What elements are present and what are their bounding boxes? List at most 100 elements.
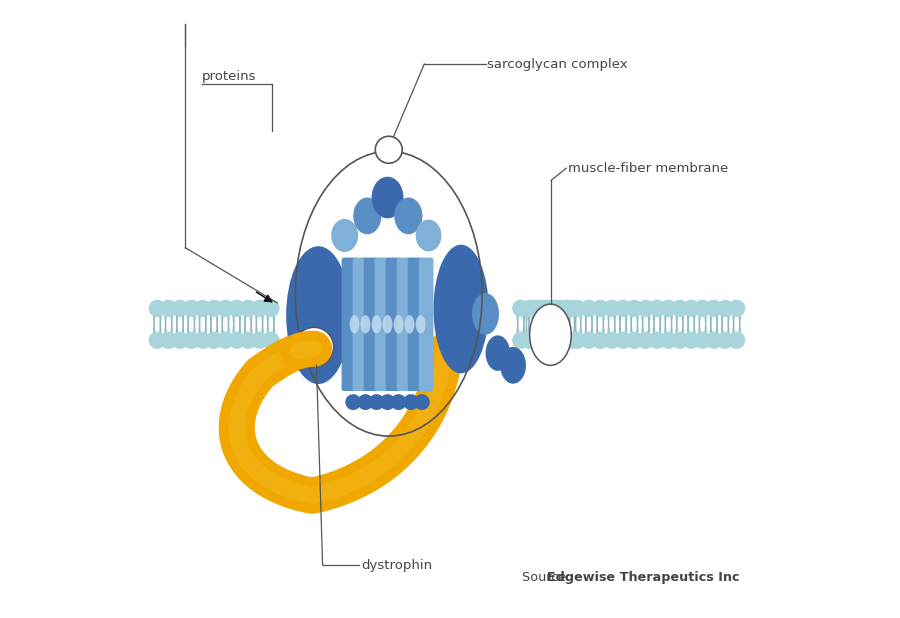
Text: dystrophin: dystrophin (361, 559, 432, 572)
Circle shape (683, 300, 699, 316)
Ellipse shape (372, 177, 403, 218)
Circle shape (240, 300, 256, 316)
Circle shape (149, 332, 166, 348)
Circle shape (536, 332, 552, 348)
Circle shape (638, 332, 653, 348)
Ellipse shape (472, 293, 499, 335)
Circle shape (172, 332, 188, 348)
Circle shape (524, 300, 540, 316)
FancyBboxPatch shape (364, 258, 378, 391)
Circle shape (357, 394, 374, 410)
Circle shape (547, 300, 562, 316)
FancyBboxPatch shape (386, 258, 400, 391)
FancyBboxPatch shape (374, 258, 390, 391)
Circle shape (368, 394, 384, 410)
Text: Edgewise Therapeutics Inc: Edgewise Therapeutics Inc (547, 571, 739, 584)
Text: Source:: Source: (522, 571, 575, 584)
Circle shape (661, 332, 677, 348)
Ellipse shape (361, 315, 371, 334)
Circle shape (592, 300, 608, 316)
Circle shape (695, 332, 710, 348)
Circle shape (729, 300, 744, 316)
Ellipse shape (286, 246, 350, 384)
Circle shape (649, 332, 665, 348)
Circle shape (380, 394, 395, 410)
Circle shape (570, 332, 586, 348)
FancyBboxPatch shape (408, 258, 422, 391)
Circle shape (581, 332, 597, 348)
Circle shape (534, 300, 550, 316)
Circle shape (695, 300, 710, 316)
Ellipse shape (485, 336, 510, 371)
Circle shape (604, 332, 619, 348)
Circle shape (615, 300, 631, 316)
Ellipse shape (434, 245, 489, 373)
Circle shape (522, 332, 537, 348)
Circle shape (414, 394, 430, 410)
Ellipse shape (393, 315, 403, 334)
Ellipse shape (416, 315, 426, 334)
Circle shape (161, 300, 176, 316)
Circle shape (570, 300, 586, 316)
Ellipse shape (349, 341, 361, 354)
Circle shape (513, 300, 528, 316)
Circle shape (672, 332, 688, 348)
Ellipse shape (382, 315, 392, 334)
Circle shape (218, 300, 233, 316)
Circle shape (534, 332, 550, 348)
Ellipse shape (394, 198, 422, 234)
Ellipse shape (529, 304, 572, 365)
Circle shape (649, 300, 665, 316)
Ellipse shape (416, 219, 441, 252)
Circle shape (553, 300, 568, 316)
Circle shape (706, 300, 722, 316)
Circle shape (558, 300, 574, 316)
Ellipse shape (349, 315, 359, 334)
Circle shape (592, 332, 608, 348)
Text: proteins: proteins (202, 70, 256, 83)
Circle shape (683, 332, 699, 348)
Circle shape (558, 332, 574, 348)
Circle shape (527, 332, 544, 348)
FancyBboxPatch shape (418, 258, 434, 391)
Circle shape (263, 332, 279, 348)
Circle shape (206, 300, 222, 316)
Circle shape (546, 300, 562, 316)
Circle shape (564, 332, 580, 348)
Circle shape (513, 332, 528, 348)
Circle shape (706, 332, 722, 348)
Circle shape (149, 300, 166, 316)
Circle shape (581, 300, 597, 316)
Circle shape (729, 332, 744, 348)
Circle shape (717, 300, 734, 316)
Circle shape (547, 332, 562, 348)
Circle shape (184, 300, 199, 316)
Circle shape (615, 332, 631, 348)
Circle shape (263, 300, 279, 316)
FancyBboxPatch shape (316, 339, 357, 357)
Circle shape (251, 332, 267, 348)
Ellipse shape (353, 198, 382, 234)
Circle shape (604, 300, 619, 316)
FancyBboxPatch shape (397, 258, 411, 391)
Circle shape (536, 300, 552, 316)
Circle shape (626, 332, 643, 348)
Circle shape (626, 300, 643, 316)
Circle shape (251, 300, 267, 316)
Circle shape (553, 332, 568, 348)
Circle shape (540, 300, 556, 316)
Circle shape (161, 332, 176, 348)
Circle shape (661, 300, 677, 316)
Circle shape (540, 332, 556, 348)
Ellipse shape (405, 315, 415, 334)
Ellipse shape (331, 219, 358, 252)
Ellipse shape (372, 315, 382, 334)
Circle shape (375, 137, 402, 163)
Circle shape (229, 332, 245, 348)
Circle shape (558, 300, 574, 316)
Circle shape (522, 300, 537, 316)
Circle shape (294, 328, 334, 366)
Circle shape (403, 394, 418, 410)
Circle shape (527, 300, 544, 316)
Circle shape (672, 300, 688, 316)
